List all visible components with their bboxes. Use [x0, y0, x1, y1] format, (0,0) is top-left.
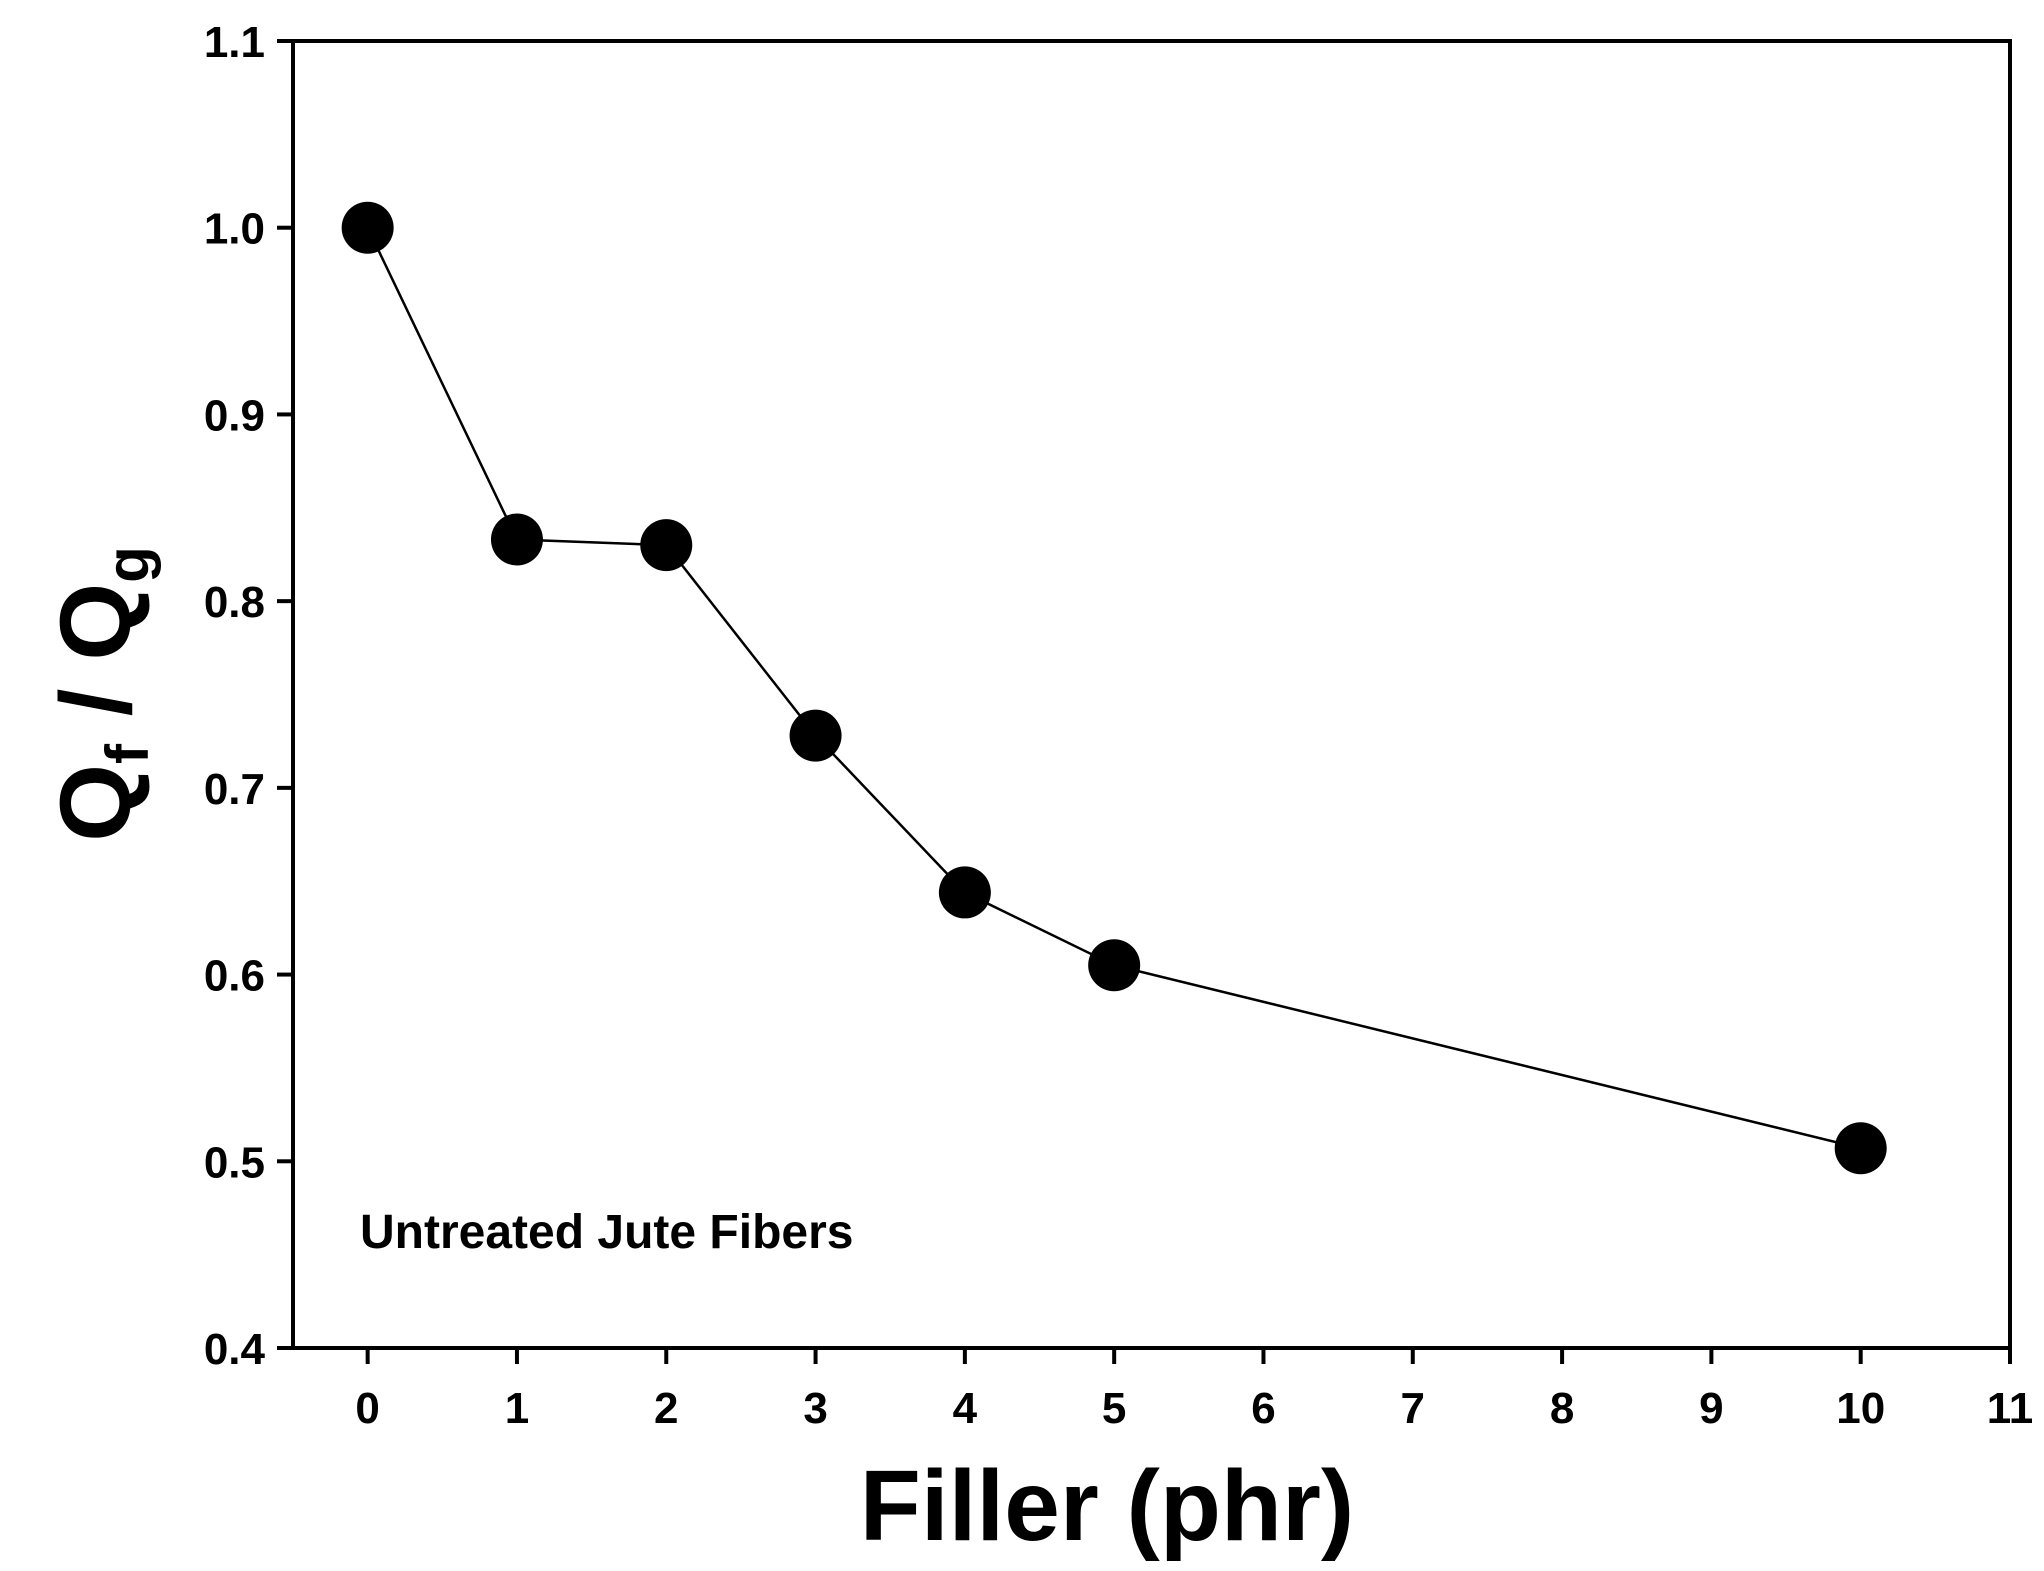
data-point	[938, 866, 991, 919]
data-point	[1834, 1122, 1887, 1175]
y-tick-label: 0.4	[204, 1325, 266, 1374]
x-tick-label: 1	[505, 1384, 529, 1433]
y-axis-ticks: 0.4 0.5 0.6 0.7 0.8 0.9 1.0 1.1	[204, 18, 293, 1374]
y-tick-label: 0.9	[204, 391, 265, 440]
data-point	[1088, 939, 1141, 992]
x-tick-label: 10	[1836, 1384, 1885, 1433]
data-point	[640, 519, 693, 572]
x-tick-label: 2	[654, 1384, 678, 1433]
y-axis-title-main: Q	[40, 764, 152, 842]
data-point	[789, 709, 842, 762]
series-points	[341, 201, 1887, 1175]
x-axis-title: Filler (phr)	[860, 1450, 1354, 1562]
x-axis-ticks: 0 1 2 3 4 5 6 7 8 9 10 11	[355, 1348, 2033, 1433]
y-axis-title-sep: / Q	[40, 583, 152, 744]
x-tick-label: 8	[1550, 1384, 1574, 1433]
plot-frame	[291, 39, 2012, 1350]
y-tick-label: 0.8	[204, 578, 265, 627]
y-axis-title: Qf / Qg	[40, 546, 161, 842]
series-line	[366, 227, 1861, 1150]
x-tick-label: 11	[1987, 1384, 2034, 1433]
x-tick-label: 4	[953, 1384, 978, 1433]
y-tick-label: 1.1	[204, 18, 265, 67]
series-polyline	[366, 227, 1861, 1150]
x-tick-label: 7	[1401, 1384, 1425, 1433]
x-tick-label: 6	[1251, 1384, 1275, 1433]
x-tick-label: 9	[1699, 1384, 1723, 1433]
x-tick-label: 3	[803, 1384, 827, 1433]
y-tick-label: 1.0	[204, 205, 265, 254]
y-axis-title-sub-g: g	[94, 546, 161, 583]
x-tick-label: 5	[1102, 1384, 1126, 1433]
y-axis-title-sub-f: f	[94, 743, 161, 764]
data-point	[490, 513, 543, 566]
y-tick-label: 0.7	[204, 765, 265, 814]
y-tick-label: 0.5	[204, 1138, 265, 1187]
y-tick-label: 0.6	[204, 952, 265, 1001]
annotation-label: Untreated Jute Fibers	[360, 1206, 853, 1259]
x-tick-label: 0	[355, 1384, 379, 1433]
data-point	[341, 201, 394, 254]
